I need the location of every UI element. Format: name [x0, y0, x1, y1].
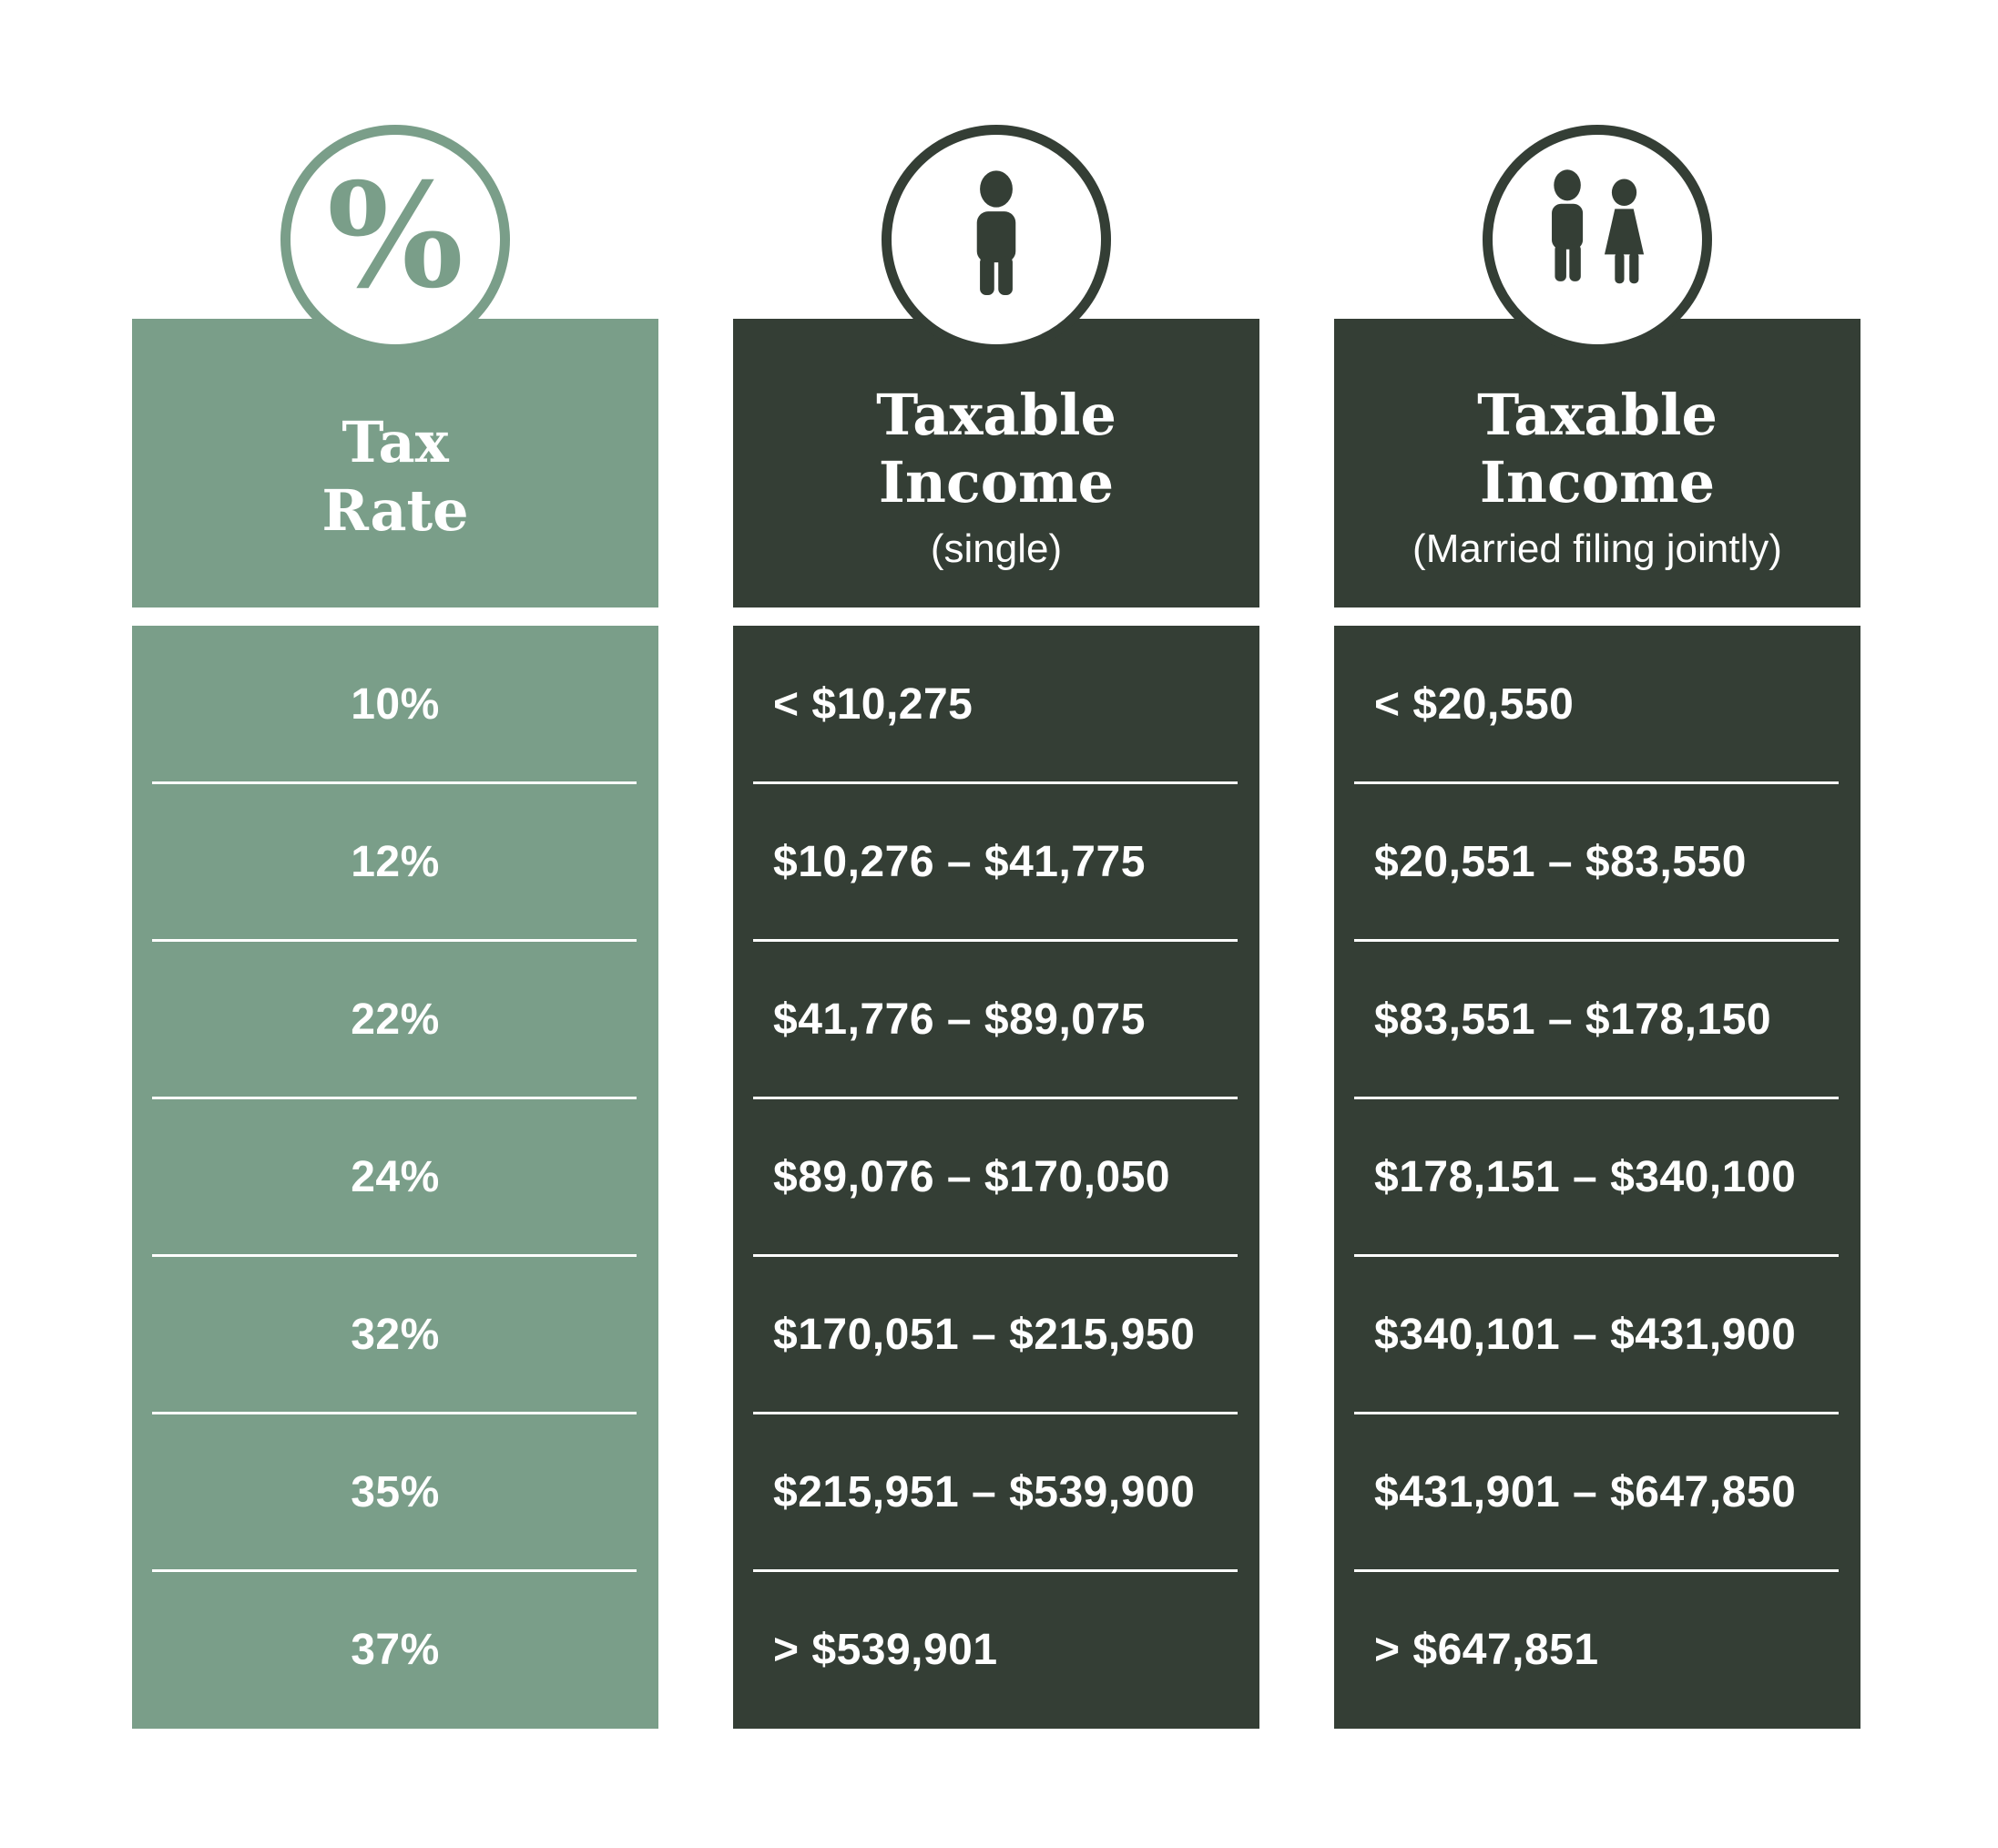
income-range-value: $41,776 – $89,075 [773, 995, 1146, 1044]
row-divider [1354, 1412, 1839, 1414]
single-income-rows: < $10,275 $10,276 – $41,775 $41,776 – $8… [733, 626, 1259, 1729]
row-divider [1354, 781, 1839, 784]
tax-rate-value: 32% [351, 1310, 440, 1359]
percent-icon: % [280, 125, 510, 354]
row-divider [753, 1569, 1238, 1572]
tax-rate-header: Tax Rate [132, 319, 658, 607]
row-divider [753, 781, 1238, 784]
table-row: > $539,901 [733, 1571, 1259, 1729]
table-row: $10,276 – $41,775 [733, 783, 1259, 942]
table-row: $20,551 – $83,550 [1334, 783, 1860, 942]
row-divider [753, 1097, 1238, 1099]
column-title-line: Taxable [876, 381, 1116, 448]
married-income-header: Taxable Income (Married filing jointly) [1334, 319, 1860, 607]
single-person-glyph [976, 169, 1016, 295]
table-row: 35% [132, 1414, 658, 1572]
income-range-value: $340,101 – $431,900 [1374, 1310, 1797, 1359]
row-divider [1354, 1569, 1839, 1572]
table-row: $431,901 – $647,850 [1334, 1414, 1860, 1572]
table-row: < $20,550 [1334, 626, 1860, 784]
column-title-line: Income [878, 449, 1115, 516]
couple-glyph [1552, 168, 1645, 283]
table-row: > $647,851 [1334, 1571, 1860, 1729]
tax-rate-value: 22% [351, 995, 440, 1044]
row-divider [152, 781, 637, 784]
row-divider [753, 1412, 1238, 1414]
row-divider [1354, 939, 1839, 942]
table-row: 22% [132, 941, 658, 1099]
income-range-value: $20,551 – $83,550 [1374, 837, 1747, 886]
row-divider [152, 1097, 637, 1099]
table-row: $340,101 – $431,900 [1334, 1256, 1860, 1414]
income-range-value: $178,151 – $340,100 [1374, 1152, 1797, 1201]
married-income-column: Taxable Income (Married filing jointly) … [1334, 0, 1860, 1848]
tax-rate-value: 35% [351, 1467, 440, 1516]
table-row: $170,051 – $215,950 [733, 1256, 1259, 1414]
tax-rate-column: % Tax Rate 10% 12% 22% 24% 32 [132, 0, 658, 1848]
table-row: $41,776 – $89,075 [733, 941, 1259, 1099]
table-row: $178,151 – $340,100 [1334, 1098, 1860, 1257]
row-divider [152, 1412, 637, 1414]
tax-rate-value: 12% [351, 837, 440, 886]
row-divider [753, 1254, 1238, 1257]
single-income-column: Taxable Income (single) < $10,275 $10,27… [733, 0, 1259, 1848]
row-divider [152, 939, 637, 942]
tax-rate-value: 10% [351, 679, 440, 729]
table-row: 37% [132, 1571, 658, 1729]
income-range-value: $83,551 – $178,150 [1374, 995, 1772, 1044]
income-range-value: > $647,851 [1374, 1625, 1599, 1674]
row-divider [1354, 1097, 1839, 1099]
couple-icon [1483, 125, 1712, 354]
income-range-value: $431,901 – $647,850 [1374, 1467, 1797, 1516]
tax-rate-value: 24% [351, 1152, 440, 1201]
single-income-header: Taxable Income (single) [733, 319, 1259, 607]
income-range-value: $170,051 – $215,950 [773, 1310, 1196, 1359]
table-row: 12% [132, 783, 658, 942]
single-person-icon [882, 125, 1111, 354]
table-row: < $10,275 [733, 626, 1259, 784]
income-range-value: > $539,901 [773, 1625, 998, 1674]
table-row: 10% [132, 626, 658, 784]
row-divider [152, 1569, 637, 1572]
column-title-line: Tax [341, 409, 449, 476]
tax-rate-value: 37% [351, 1625, 440, 1674]
percent-glyph: % [326, 152, 464, 321]
income-range-value: < $20,550 [1374, 679, 1575, 729]
row-divider [753, 939, 1238, 942]
column-subtitle: (single) [930, 526, 1063, 571]
table-row: 24% [132, 1098, 658, 1257]
column-title-line: Rate [321, 476, 469, 544]
table-row: $215,951 – $539,900 [733, 1414, 1259, 1572]
column-subtitle: (Married filing jointly) [1412, 526, 1782, 571]
row-divider [152, 1254, 637, 1257]
married-income-rows: < $20,550 $20,551 – $83,550 $83,551 – $1… [1334, 626, 1860, 1729]
income-range-value: $89,076 – $170,050 [773, 1152, 1171, 1201]
tax-rate-rows: 10% 12% 22% 24% 32% 35% [132, 626, 658, 1729]
column-title-line: Income [1479, 449, 1716, 516]
income-range-value: $215,951 – $539,900 [773, 1467, 1196, 1516]
income-range-value: $10,276 – $41,775 [773, 837, 1146, 886]
table-row: $89,076 – $170,050 [733, 1098, 1259, 1257]
table-row: $83,551 – $178,150 [1334, 941, 1860, 1099]
income-range-value: < $10,275 [773, 679, 974, 729]
table-row: 32% [132, 1256, 658, 1414]
row-divider [1354, 1254, 1839, 1257]
column-title-line: Taxable [1477, 381, 1718, 448]
